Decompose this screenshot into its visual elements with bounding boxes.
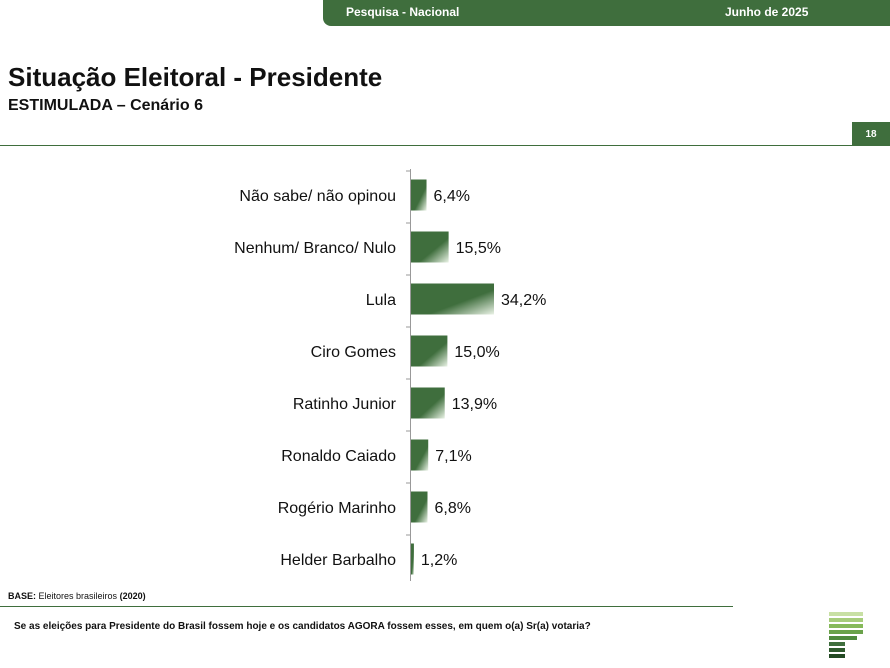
header-bar: Pesquisa - Nacional Junho de 2025 [323,0,890,26]
bar [411,543,414,575]
page-number-badge: 18 [852,122,890,146]
survey-date: Junho de 2025 [725,5,809,19]
category-label: Nenhum/ Branco/ Nulo [234,240,396,257]
footer-divider [0,606,733,607]
bar [411,335,448,367]
brand-logo [829,612,863,658]
page-title: Situação Eleitoral - Presidente [8,62,383,92]
bar [411,387,445,419]
data-label: 13,9% [452,396,497,413]
bar [411,439,429,471]
data-label: 7,1% [435,448,471,465]
data-label: 34,2% [501,292,546,309]
bar [411,231,449,263]
category-label: Lula [366,292,396,309]
data-label: 6,4% [434,188,470,205]
category-label: Não sabe/ não opinou [239,188,396,205]
data-label: 6,8% [435,500,471,517]
base-count: (2020) [119,591,146,601]
data-label: 15,5% [456,240,501,257]
data-label: 1,2% [421,552,457,569]
survey-question: Se as eleições para Presidente do Brasil… [14,621,591,632]
category-label: Ronaldo Caiado [281,448,396,465]
category-label: Helder Barbalho [280,552,396,569]
base-text: Eleitores brasileiros [38,591,118,601]
data-label: 15,0% [454,344,499,361]
header-divider [0,145,890,146]
survey-label: Pesquisa - Nacional [346,5,460,19]
category-label: Ratinho Junior [293,396,397,413]
base-label: BASE: [8,591,37,601]
bar [411,283,494,315]
bar-chart: Não sabe/ não opinou 6,4% Nenhum/ Branco/ … [234,169,546,581]
base-note: BASE: Eleitores brasileiros (2020) [8,591,146,601]
category-label: Ciro Gomes [311,344,396,361]
category-label: Rogério Marinho [278,500,396,517]
page-subtitle: ESTIMULADA – Cenário 6 [8,97,203,114]
bar [411,179,427,211]
bar [411,491,428,523]
